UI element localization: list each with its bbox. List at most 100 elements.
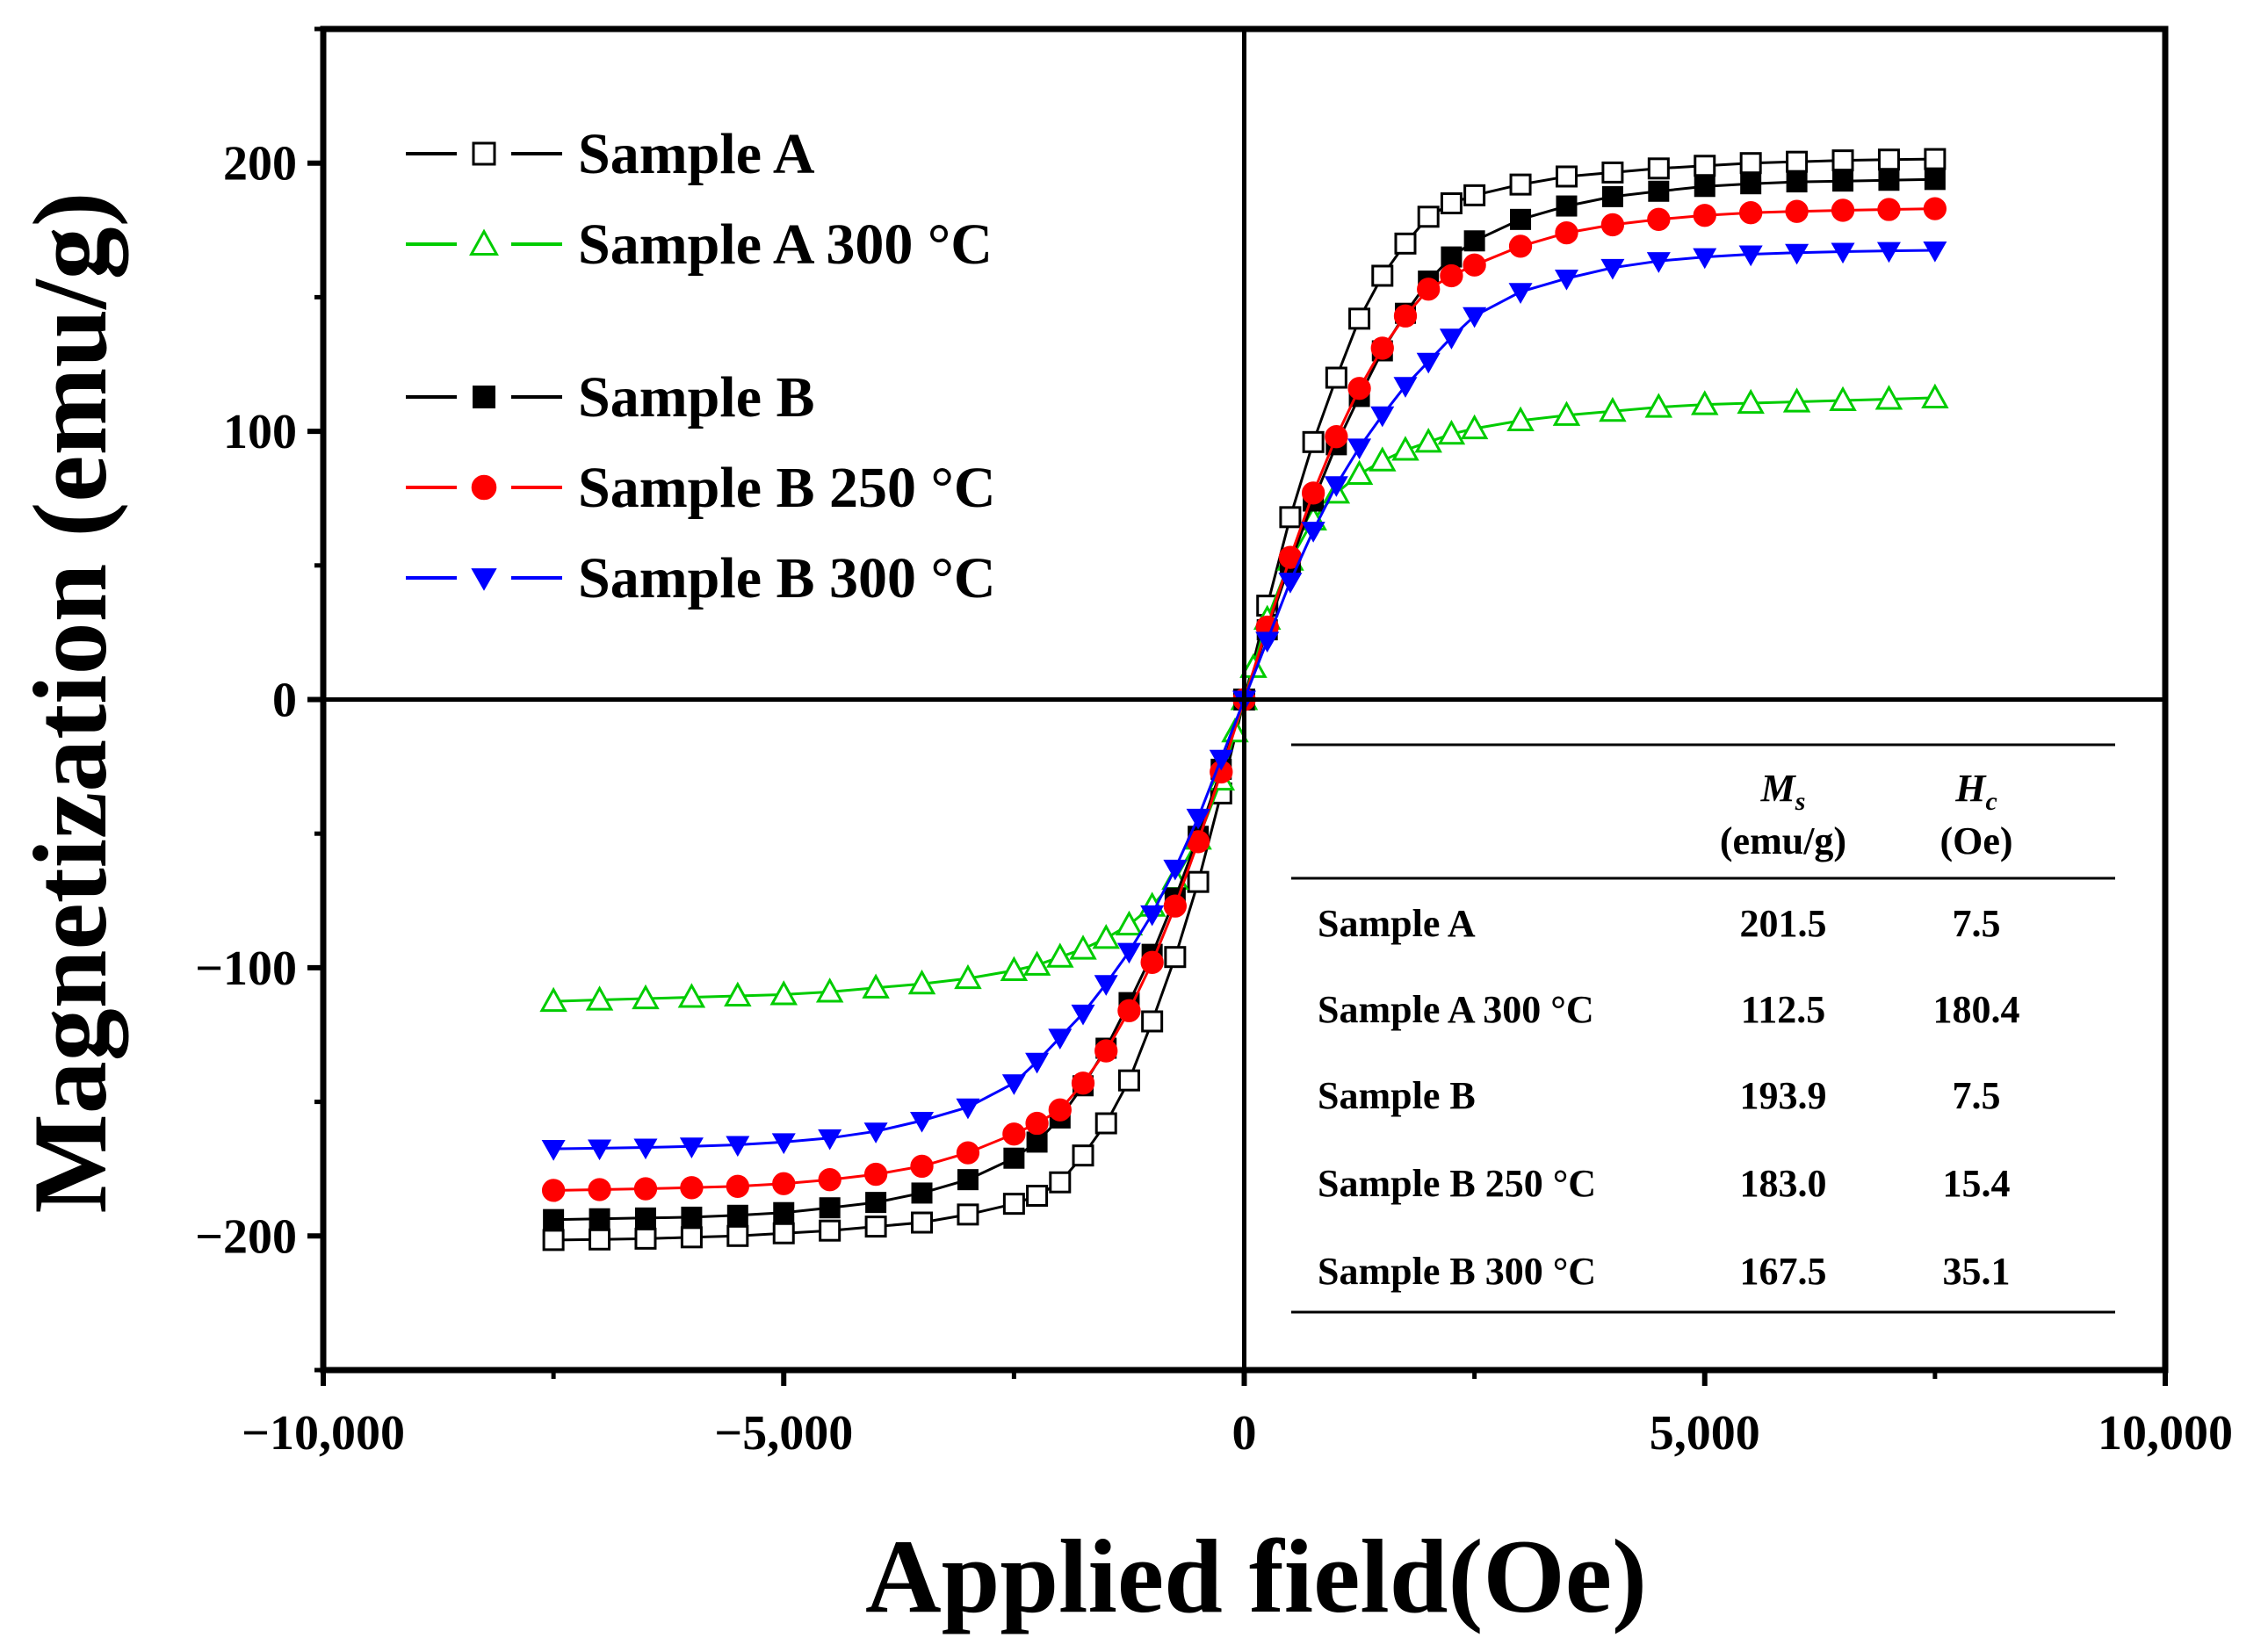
x-axis-title: Applied field(Oe)	[865, 1518, 1647, 1634]
series-4-point	[541, 1179, 566, 1202]
series-3-point	[819, 1197, 841, 1219]
data-series-layer	[539, 148, 1949, 1252]
series-2-point	[585, 985, 614, 1011]
y-tick-label: 200	[223, 137, 297, 191]
y-tick-label: −100	[195, 941, 297, 996]
series-1-point	[772, 1222, 795, 1244]
series-1-point	[1509, 173, 1532, 196]
series-5-point	[1094, 975, 1118, 996]
legend-marker	[469, 228, 499, 256]
series-1-point	[634, 1227, 657, 1250]
series-4-point	[726, 1174, 749, 1198]
series-2-point	[1829, 386, 1857, 412]
series-3-point	[1601, 185, 1623, 207]
series-4-point	[1117, 999, 1141, 1022]
series-4-point	[956, 1141, 980, 1165]
series-1-point	[1002, 1193, 1025, 1216]
series-1-point	[1348, 307, 1371, 330]
series-3-point	[1463, 230, 1485, 252]
series-4-point	[1785, 199, 1809, 223]
series-2-point	[907, 969, 936, 995]
legend-label: Sample A	[578, 122, 815, 186]
table-row: Sample B 300 °C 167.5 35.1	[1318, 1250, 2011, 1293]
series-5-point	[1301, 522, 1325, 543]
series-5-point	[1001, 1074, 1026, 1095]
series-5-point	[1324, 476, 1348, 497]
series-3-point	[726, 1204, 748, 1226]
series-4-point	[1393, 304, 1418, 328]
table-row: Sample A 300 °C 112.5 180.4	[1318, 988, 2020, 1031]
series-1-point	[1094, 1112, 1117, 1135]
series-5-point	[541, 1140, 566, 1161]
series-1-point	[1394, 232, 1417, 255]
series-4-point	[772, 1172, 796, 1195]
series-2-point	[1782, 387, 1811, 413]
table-cell-hc: 7.5	[1953, 902, 2001, 945]
series-2-point	[1552, 400, 1581, 426]
table-cell-ms: 193.9	[1740, 1074, 1827, 1117]
table-header-hc: Hc	[1954, 767, 1997, 816]
series-1-point	[1440, 192, 1463, 215]
series-5-point	[1163, 859, 1188, 881]
series-2-point	[1644, 393, 1673, 418]
series-4-point	[1508, 234, 1533, 258]
series-5-point	[1600, 258, 1625, 280]
series-2-point	[769, 980, 798, 1006]
series-4-point	[863, 1162, 888, 1187]
series-5-point	[726, 1136, 750, 1158]
series-5-point	[910, 1111, 935, 1133]
series-3-point	[1694, 176, 1715, 198]
series-4-point	[1325, 425, 1348, 449]
series-4-point	[1600, 213, 1625, 237]
series-5-point	[1554, 270, 1578, 291]
series-5-point	[1255, 631, 1280, 653]
series-4-point	[1739, 201, 1763, 225]
series-4-point	[1417, 278, 1441, 301]
series-1-point	[1417, 206, 1440, 228]
series-1-point	[1072, 1144, 1094, 1167]
series-1-point	[1739, 152, 1762, 175]
series-2-point	[1046, 942, 1074, 968]
series-4-point	[1647, 207, 1671, 231]
series-4-point	[1877, 198, 1901, 221]
table-cell-label: Sample B	[1318, 1074, 1476, 1117]
legend-label: Sample B	[578, 365, 815, 429]
series-5-point	[1738, 245, 1763, 267]
series-5-point	[1278, 573, 1303, 594]
series-4-point	[1002, 1122, 1026, 1146]
series-3-point	[1648, 180, 1670, 202]
series-1	[542, 148, 1947, 1252]
table-cell-hc: 15.4	[1943, 1162, 2011, 1205]
series-1-point	[1877, 148, 1900, 171]
legend-marker	[472, 141, 496, 166]
series-5-point	[1186, 808, 1210, 830]
series-2-point	[1460, 414, 1489, 440]
series-4-point	[1140, 950, 1164, 974]
series-4-point	[1923, 197, 1947, 220]
series-5-point	[1025, 1052, 1050, 1074]
series-5-point	[1140, 905, 1165, 927]
legend-marker	[471, 474, 497, 501]
table-header-ms: Ms	[1760, 767, 1806, 816]
series-2-point	[1506, 406, 1535, 431]
table-cell-ms: 167.5	[1740, 1250, 1827, 1293]
series-2-point	[1000, 956, 1029, 982]
series-2-point	[1369, 446, 1397, 472]
series-4-point	[680, 1176, 704, 1200]
series-1-point	[1463, 184, 1486, 206]
legend-item: Sample A	[406, 122, 815, 186]
series-5-point	[679, 1137, 704, 1158]
table-row: Sample A 201.5 7.5	[1318, 902, 2001, 945]
series-3-point	[773, 1201, 795, 1223]
x-tick-label: 5,000	[1650, 1406, 1760, 1461]
series-2-point	[1437, 419, 1466, 445]
series-1-point	[726, 1224, 749, 1247]
series-5-point	[588, 1139, 612, 1161]
legend-item: Sample B	[406, 365, 815, 429]
table-cell-hc: 180.4	[1933, 988, 2020, 1031]
table-header-hc-unit: (Oe)	[1939, 819, 2012, 862]
series-5-point	[1785, 243, 1809, 265]
series-5-point	[1439, 328, 1463, 350]
series-1-point	[864, 1216, 887, 1238]
series-4-point	[1301, 481, 1325, 505]
